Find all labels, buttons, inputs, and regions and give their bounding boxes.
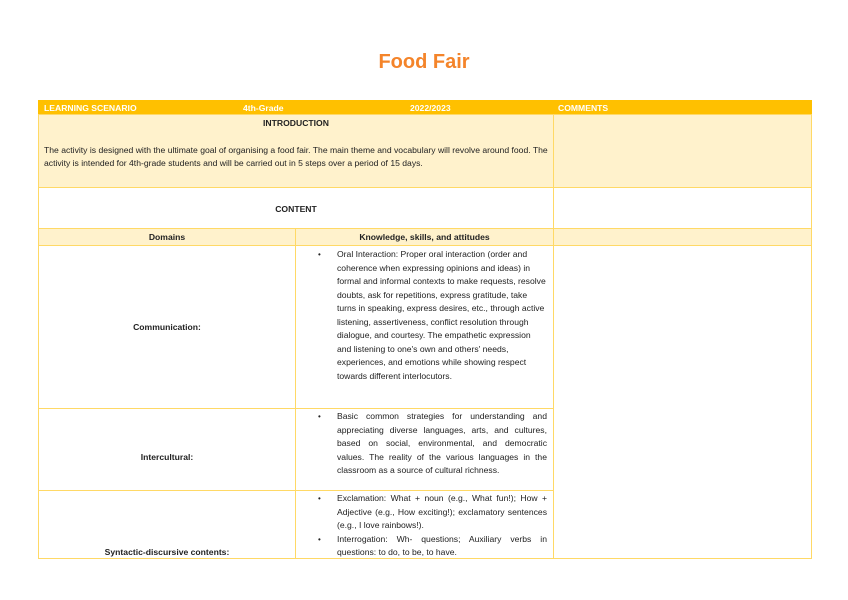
content-heading: CONTENT xyxy=(38,187,554,229)
comments-content xyxy=(553,187,812,229)
header-grade: 4th-Grade xyxy=(243,103,284,113)
header-comments: COMMENTS xyxy=(553,100,812,115)
col-domains: Domains xyxy=(38,228,296,246)
header-scenario: LEARNING SCENARIO xyxy=(44,103,137,113)
content-heading-text: CONTENT xyxy=(275,204,317,214)
header-row: LEARNING SCENARIO 4th-Grade 2022/2023 xyxy=(38,100,554,115)
col-knowledge: Knowledge, skills, and attitudes xyxy=(295,228,554,246)
introduction-text: The activity is designed with the ultima… xyxy=(44,144,548,169)
col-comments xyxy=(553,228,812,246)
header-year: 2022/2023 xyxy=(410,103,451,113)
introduction-heading: INTRODUCTION xyxy=(263,118,329,128)
introduction-cell: INTRODUCTION The activity is designed wi… xyxy=(38,114,554,188)
knowledge-syntactic: Exclamation: What + noun (e.g., What fun… xyxy=(295,490,554,559)
comments-body xyxy=(553,245,812,559)
domain-intercultural: Intercultural: xyxy=(38,408,296,491)
document-title: Food Fair xyxy=(378,51,470,73)
list-item: Exclamation: What + noun (e.g., What fun… xyxy=(296,492,547,533)
knowledge-communication: Oral Interaction: Proper oral interactio… xyxy=(295,245,554,409)
comments-introduction xyxy=(553,114,812,188)
domain-syntactic: Syntactic-discursive contents: xyxy=(38,490,296,559)
knowledge-intercultural: Basic common strategies for understandin… xyxy=(295,408,554,491)
list-item: Interrogation: Wh- questions; Auxiliary … xyxy=(296,533,547,560)
list-item: Oral Interaction: Proper oral interactio… xyxy=(296,248,547,383)
domain-communication: Communication: xyxy=(38,245,296,409)
list-item: Basic common strategies for understandin… xyxy=(296,410,547,478)
